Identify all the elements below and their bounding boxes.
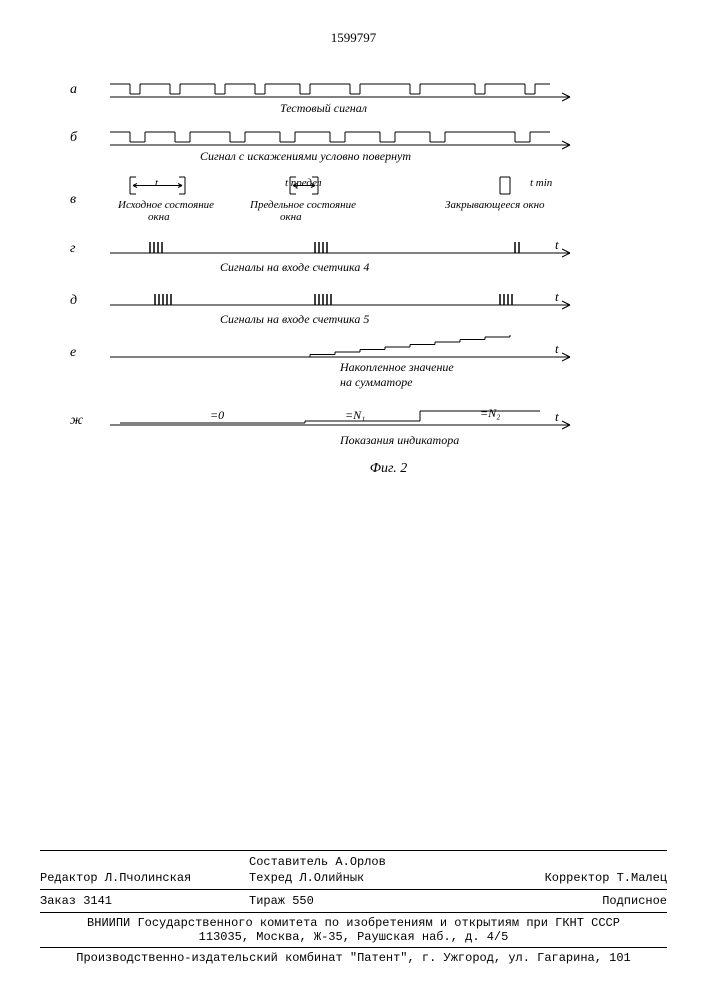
row-label-a: а	[70, 82, 77, 98]
svg-text:t: t	[555, 341, 559, 356]
svg-text:t min: t min	[530, 177, 553, 189]
org-line: ВНИИПИ Государственного комитета по изоб…	[40, 916, 667, 930]
publisher-line: Производственно-издательский комбинат "П…	[40, 951, 667, 965]
row-label-e: е	[70, 345, 76, 361]
editor: Редактор Л.Пчолинская	[40, 871, 249, 885]
svg-text:t: t	[555, 237, 559, 252]
svg-text:t: t	[555, 289, 559, 304]
document-number: 1599797	[60, 30, 647, 46]
signal-row-d: д t Сигналы на входе счетчика 5	[70, 287, 647, 327]
svg-text:окна: окна	[148, 211, 170, 223]
svg-text:t: t	[155, 177, 159, 189]
signal-row-b: б Сигнал с искажениями условно повернут	[70, 124, 647, 164]
svg-text:=N₁: =N₁	[345, 408, 365, 422]
caption-g: Сигналы на входе счетчика 4	[220, 260, 369, 275]
caption-b: Сигнал с искажениями условно повернут	[200, 149, 411, 164]
caption-d: Сигналы на входе счетчика 5	[220, 312, 369, 327]
svg-text:t предел: t предел	[285, 177, 322, 189]
svg-text:Закрывающееся окно: Закрывающееся окно	[445, 199, 545, 211]
signal-row-g: г t Сигналы на входе счетчика 4	[70, 235, 647, 275]
footer-block: Составитель А.Орлов Редактор Л.Пчолинска…	[40, 847, 667, 965]
svg-text:t: t	[555, 409, 559, 424]
figure-label: Фиг. 2	[130, 461, 647, 477]
composer: Составитель А.Орлов	[249, 855, 458, 869]
row-label-zh: ж	[70, 413, 83, 429]
caption-zh: Показания индикатора	[340, 433, 459, 448]
addr-line: 113035, Москва, Ж-35, Раушская наб., д. …	[40, 930, 667, 944]
row-label-g: г	[70, 241, 75, 257]
row-label-b: б	[70, 130, 77, 146]
svg-text:Исходное состояние: Исходное состояние	[117, 199, 214, 211]
svg-text:окна: окна	[280, 211, 302, 223]
techred: Техред Л.Олийнык	[249, 871, 458, 885]
svg-text:=0: =0	[210, 408, 224, 422]
figure-2: а Тестовый сигнал б Сигнал с искажениями…	[70, 76, 647, 477]
tirage: Тираж 550	[249, 894, 458, 908]
svg-text:=N₂: =N₂	[480, 406, 500, 420]
caption-a: Тестовый сигнал	[280, 101, 367, 116]
order-no: Заказ 3141	[40, 894, 249, 908]
caption-e: Накопленное значениена сумматоре	[340, 360, 454, 390]
row-label-d: д	[70, 293, 77, 309]
svg-text:Предельное состояние: Предельное состояние	[249, 199, 356, 211]
signal-row-zh: ж t =0 =N₁ =N₂ Показания индикатора	[70, 403, 647, 453]
row-label-v: в	[70, 192, 76, 208]
signal-row-e: е t Накопленное значениена сумматоре	[70, 335, 647, 385]
waveform-v: tt пределt minИсходное состояниеокнаПред…	[100, 172, 590, 227]
signal-row-v: в tt пределt minИсходное состояниеокнаПр…	[70, 172, 647, 227]
subscription: Подписное	[458, 894, 667, 908]
signal-row-a: а Тестовый сигнал	[70, 76, 647, 116]
corrector: Корректор Т.Малец	[458, 871, 667, 885]
